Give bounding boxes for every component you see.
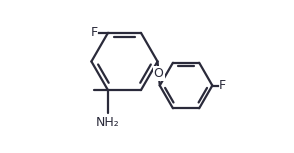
Text: NH₂: NH₂ [96, 116, 120, 129]
Text: F: F [219, 79, 226, 92]
Text: O: O [154, 67, 163, 80]
Text: F: F [91, 26, 98, 39]
